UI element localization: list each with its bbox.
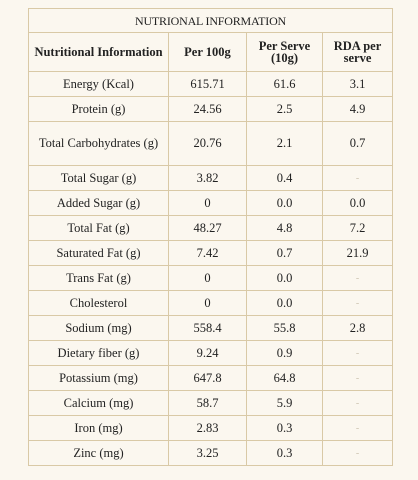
table-row: Saturated Fat (g) 7.42 0.7 21.9 [28,240,394,266]
cell: 0.7 [321,121,394,166]
cell: 0.4 [246,165,323,191]
cell: - [321,365,394,391]
cell: 55.8 [246,315,323,341]
table-row: Total Sugar (g) 3.82 0.4- [28,165,394,191]
cell: 7.2 [321,215,394,241]
table-row: Energy (Kcal) 615.71 61.6 3.1 [28,71,394,97]
table-row: Added Sugar (g) 0 0.0 0.0 [28,190,394,216]
row-label: Iron (mg) [28,415,169,441]
table-row: Dietary fiber (g) 9.24 0.9- [28,340,394,366]
table-row: Protein (g) 24.56 2.5 4.9 [28,96,394,122]
row-label: Calcium (mg) [28,390,169,416]
row-label: Saturated Fat (g) [28,240,169,266]
cell: 0.0 [321,190,394,216]
table-row: Cholesterol 0 0.0- [28,290,394,316]
cell: - [321,290,394,316]
cell: 558.4 [168,315,247,341]
table-row: Potassium (mg) 647.8 64.8- [28,365,394,391]
cell: 58.7 [168,390,247,416]
column-header: Per 100g [168,32,247,72]
cell: 64.8 [246,365,323,391]
cell: 9.24 [168,340,247,366]
row-label: Dietary fiber (g) [28,340,169,366]
cell: 3.82 [168,165,247,191]
table-row: Iron (mg) 2.83 0.3- [28,415,394,441]
cell: 0 [168,290,247,316]
cell: - [321,390,394,416]
cell: 0.7 [246,240,323,266]
row-label: Total Fat (g) [28,215,169,241]
cell: 24.56 [168,96,247,122]
column-header: Nutritional Information [28,32,169,72]
cell: 2.83 [168,415,247,441]
cell: 61.6 [246,71,323,97]
cell: 0.9 [246,340,323,366]
table-row: Zinc (mg) 3.25 0.3- [28,440,394,466]
cell: 615.71 [168,71,247,97]
cell: 2.1 [246,121,323,166]
cell: 3.1 [321,71,394,97]
cell: 2.8 [321,315,394,341]
table-row: Sodium (mg) 558.4 55.8 2.8 [28,315,394,341]
cell: - [321,440,394,466]
table-body: Energy (Kcal) 615.71 61.6 3.1 Protein (g) 24.… [28,71,394,466]
cell: - [321,415,394,441]
table-row: Trans Fat (g) 0 0.0- [28,265,394,291]
row-label: Trans Fat (g) [28,265,169,291]
cell: 0.0 [246,265,323,291]
cell: - [321,265,394,291]
cell: 7.42 [168,240,247,266]
table-row: Total Carbohydrates (g) 20.76 2.1 0.7 [28,121,394,166]
row-label: Cholesterol [28,290,169,316]
cell: 4.9 [321,96,394,122]
cell: 0.0 [246,290,323,316]
row-label: Potassium (mg) [28,365,169,391]
row-label: Protein (g) [28,96,169,122]
cell: 0 [168,190,247,216]
table-title: NUTRIONAL INFORMATION [27,8,394,33]
cell: 48.27 [168,215,247,241]
cell: 0.3 [246,415,323,441]
column-header: RDA per serve [321,32,394,72]
nutrition-table: NUTRIONAL INFORMATION Nutritional Inform… [27,8,394,466]
header-row: Nutritional Information Per 100g Per Serve… [28,32,394,72]
cell: 21.9 [321,240,394,266]
cell: 647.8 [168,365,247,391]
cell: 20.76 [168,121,247,166]
row-label: Sodium (mg) [28,315,169,341]
cell: - [321,165,394,191]
row-label: Total Sugar (g) [28,165,169,191]
row-label: Energy (Kcal) [28,71,169,97]
cell: 0 [168,265,247,291]
cell: - [321,340,394,366]
cell: 0.3 [246,440,323,466]
cell: 0.0 [246,190,323,216]
cell: 2.5 [246,96,323,122]
table-row: Total Fat (g) 48.27 4.8 7.2 [28,215,394,241]
cell: 4.8 [246,215,323,241]
row-label: Added Sugar (g) [28,190,169,216]
table-row: Calcium (mg) 58.7 5.9- [28,390,394,416]
row-label: Total Carbohydrates (g) [28,121,169,166]
column-header: Per Serve (10g) [246,32,323,72]
cell: 5.9 [246,390,323,416]
row-label: Zinc (mg) [28,440,169,466]
cell: 3.25 [168,440,247,466]
